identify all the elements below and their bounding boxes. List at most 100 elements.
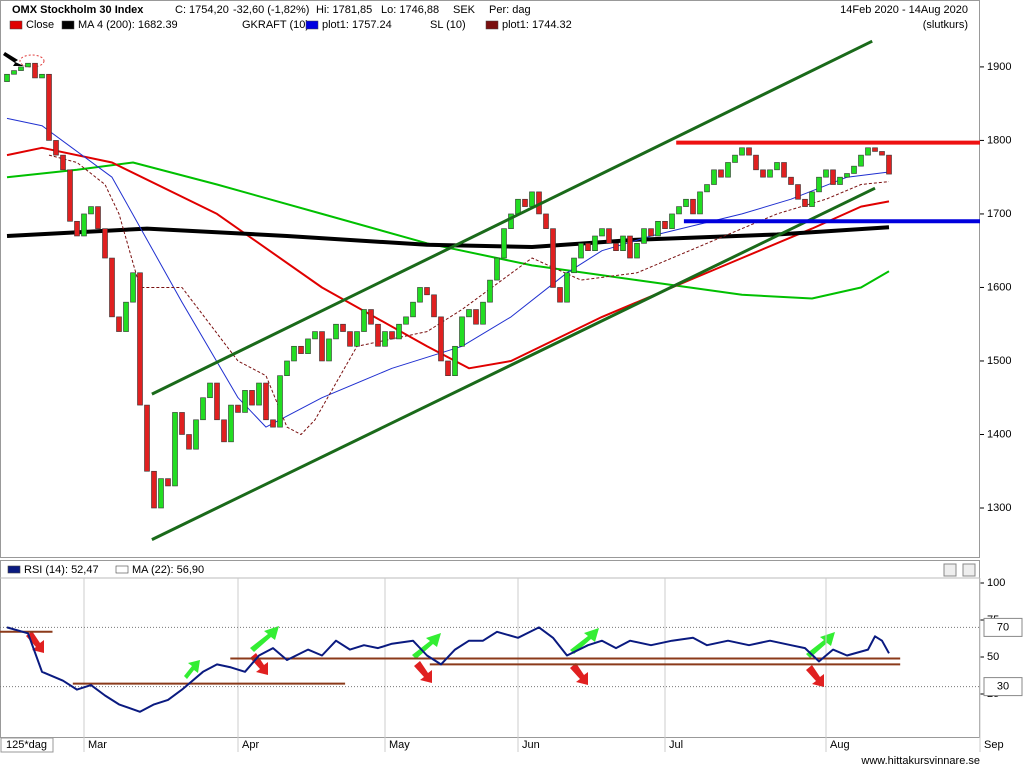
candle: [60, 154, 66, 171]
legend-label: MA 4 (200): 1682.39: [78, 19, 178, 31]
line: [151, 39, 873, 396]
source: www.hittakursvinnare.se: [860, 755, 980, 767]
candle: [326, 338, 332, 362]
candle: [851, 165, 857, 174]
candle: [284, 360, 290, 376]
candle: [403, 316, 409, 325]
candle: [690, 198, 696, 215]
candle: [816, 176, 822, 193]
candle: [830, 169, 836, 185]
candle: [718, 169, 724, 178]
candle: [221, 419, 227, 443]
candle: [802, 198, 808, 207]
candle: [648, 228, 654, 237]
candle: [599, 228, 605, 237]
candle: [872, 147, 878, 152]
legend-label: MA (22): 56,90: [132, 564, 204, 576]
up-arrows: [184, 626, 835, 679]
candle: [347, 331, 353, 347]
candle: [368, 309, 374, 325]
candle: [270, 419, 276, 428]
candle: [256, 382, 262, 406]
header-info: Hi: 1781,85: [316, 4, 372, 16]
level-label: 30: [997, 681, 1009, 693]
candle: [522, 198, 528, 207]
candle: [837, 176, 843, 185]
candle: [438, 316, 444, 362]
candle: [11, 70, 17, 75]
header-info: -32,60 (-1,82%): [233, 4, 309, 16]
candle: [487, 279, 493, 303]
y-tick-label: 1900: [987, 61, 1011, 73]
candle: [424, 287, 430, 296]
candle: [235, 404, 241, 413]
candle: [417, 287, 423, 303]
candle: [445, 360, 451, 376]
y-tick-label: 1400: [987, 428, 1011, 440]
candle: [214, 382, 220, 421]
candle: [74, 220, 80, 237]
candle: [375, 323, 381, 347]
candle: [711, 169, 717, 185]
line: [6, 161, 890, 300]
x-tick-label: Apr: [242, 739, 259, 751]
candle: [179, 412, 185, 435]
candle: [732, 154, 738, 163]
arrow-marker: [3, 52, 24, 66]
candle: [298, 345, 304, 354]
candle: [277, 375, 283, 428]
legend-label: GKRAFT (10): [242, 19, 309, 31]
candle: [725, 162, 731, 178]
icons: [943, 563, 976, 577]
candle: [697, 191, 703, 215]
candle: [683, 198, 689, 207]
candle: [858, 154, 864, 167]
candle: [655, 220, 661, 237]
candle: [130, 272, 136, 303]
x-tick-label: Mar: [88, 739, 107, 751]
level-box: [983, 617, 1023, 637]
candle: [669, 213, 675, 229]
close-icon[interactable]: [962, 563, 976, 577]
candle: [879, 151, 885, 156]
period-label: 125*dag: [6, 739, 47, 751]
candle: [823, 169, 829, 178]
candle: [242, 390, 248, 413]
candle: [781, 162, 787, 178]
candle: [564, 272, 570, 303]
candle: [102, 228, 108, 259]
candle: [18, 66, 24, 71]
y-tick-label: 1300: [987, 502, 1011, 514]
legend-swatch: [7, 565, 21, 574]
candle: [753, 154, 759, 171]
candle: [662, 220, 668, 229]
line: [48, 154, 890, 435]
price-panel-frame: [0, 0, 980, 558]
candle: [39, 73, 45, 79]
candle: [95, 206, 101, 229]
candle: [410, 301, 416, 318]
y-tick-label: 1800: [987, 134, 1011, 146]
legend-label: RSI (14): 52,47: [24, 564, 99, 576]
tool-icon[interactable]: [943, 563, 957, 577]
candle: [760, 169, 766, 178]
period-box: [0, 737, 54, 753]
candle: [354, 331, 360, 347]
candle: [606, 228, 612, 244]
candle: [165, 478, 171, 487]
candle: [263, 382, 269, 421]
legend-swatch: [61, 20, 75, 30]
x-tick-label: Jul: [669, 739, 683, 751]
candle: [151, 470, 157, 509]
candle: [333, 323, 339, 340]
candle: [431, 294, 437, 318]
candle: [305, 338, 311, 354]
candle: [592, 235, 598, 251]
legend-label: Close: [26, 19, 54, 31]
candle: [116, 316, 122, 332]
candle: [312, 331, 318, 340]
candle: [452, 345, 458, 376]
x-tick-label: Sep: [984, 739, 1004, 751]
header-info: Per: dag: [489, 4, 531, 16]
